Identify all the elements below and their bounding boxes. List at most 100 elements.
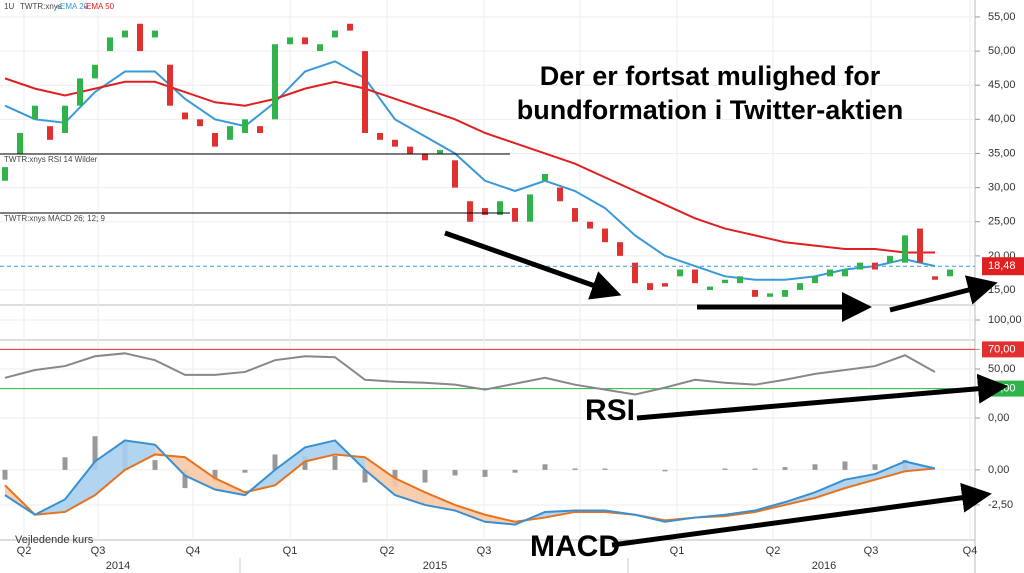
candle xyxy=(647,283,653,290)
candle xyxy=(347,23,353,31)
y-tick-label: 0,00 xyxy=(988,412,1009,424)
signal-line xyxy=(4,453,936,523)
symbol: TWTR:xnys xyxy=(20,2,62,11)
quarter-label: Q3 xyxy=(477,545,492,557)
candle xyxy=(602,228,608,243)
arrow xyxy=(889,275,998,313)
candle xyxy=(317,44,323,52)
quarter-label: Q1 xyxy=(670,545,685,557)
arrow xyxy=(636,373,1008,421)
macd-line xyxy=(4,439,936,526)
candle xyxy=(887,255,893,263)
candle xyxy=(737,276,743,284)
annotation: RSI xyxy=(585,394,635,427)
quarter-label: Q2 xyxy=(17,545,32,557)
histogram-bar xyxy=(62,457,68,470)
candle xyxy=(692,269,698,284)
candle xyxy=(482,208,488,215)
candle xyxy=(32,105,38,120)
candle xyxy=(782,289,788,297)
quarter-label: Q1 xyxy=(283,545,298,557)
panel-title: TWTR:xnys RSI 14 Wilder xyxy=(4,155,98,164)
arrows xyxy=(444,230,1008,548)
last-price-label: 18,48 xyxy=(988,260,1016,272)
candle xyxy=(122,30,128,38)
ema-line xyxy=(4,77,935,254)
candle xyxy=(422,153,428,161)
candle xyxy=(542,173,548,181)
histogram-bar xyxy=(302,455,308,470)
candle xyxy=(62,105,68,133)
candle xyxy=(167,64,173,106)
candle xyxy=(227,126,233,140)
macd-fill xyxy=(95,440,125,496)
candle xyxy=(662,283,668,287)
candle xyxy=(707,286,713,290)
y-tick-label: -2,50 xyxy=(988,499,1013,511)
quarter-label: Q3 xyxy=(91,545,106,557)
panel-title: TWTR:xnys MACD 26; 12; 9 xyxy=(4,214,105,223)
histogram-bar xyxy=(332,455,338,470)
candle xyxy=(392,139,398,147)
histogram-bar xyxy=(842,461,848,470)
y-tick-label: 25,00 xyxy=(988,216,1016,228)
y-tick-label: 35,00 xyxy=(988,147,1016,159)
tick-badge xyxy=(982,341,1024,358)
candle xyxy=(947,269,953,277)
candle xyxy=(107,37,113,52)
macd-fill xyxy=(365,457,395,496)
year-label: 2016 xyxy=(812,560,836,572)
y-tick-label: 50,00 xyxy=(988,363,1016,375)
annotation: MACD xyxy=(530,530,620,563)
macd-fill xyxy=(875,461,905,480)
quarter-label: Q4 xyxy=(963,545,978,557)
candle xyxy=(212,132,218,147)
histogram-bar xyxy=(212,469,218,482)
candle xyxy=(572,208,578,222)
candle xyxy=(722,279,728,284)
candle xyxy=(512,208,518,222)
candle xyxy=(827,269,833,277)
histogram-bar xyxy=(482,469,488,477)
histogram-bar xyxy=(782,467,788,470)
candle xyxy=(812,276,818,284)
headline: bundformation i Twitter-aktien xyxy=(517,95,904,125)
candle xyxy=(857,262,863,270)
candle xyxy=(902,235,908,263)
ema-line xyxy=(4,60,936,281)
y-tick-label: 55,00 xyxy=(988,11,1016,23)
candle xyxy=(617,242,623,256)
footer: Vejledende kurs xyxy=(15,534,94,546)
candle xyxy=(47,126,53,140)
histogram-bar xyxy=(722,468,728,470)
candle xyxy=(767,293,773,297)
y-tick-label: 45,00 xyxy=(988,79,1016,91)
quarter-label: Q2 xyxy=(380,545,395,557)
year-label: 2015 xyxy=(423,560,447,572)
histogram-bar xyxy=(182,469,188,489)
candle xyxy=(197,119,203,127)
histogram-bar xyxy=(752,468,758,470)
candle xyxy=(137,23,143,52)
last-price-badge xyxy=(982,257,1024,276)
candle xyxy=(302,37,308,45)
headline: Der er fortsat mulighed for xyxy=(540,61,881,91)
candle xyxy=(2,167,8,181)
quarter-label: Q3 xyxy=(864,545,879,557)
quarter-label: Q4 xyxy=(186,545,201,557)
y-tick-label: 0,00 xyxy=(988,464,1009,476)
histogram-bar xyxy=(512,469,518,473)
candle xyxy=(632,262,638,284)
macd-fill xyxy=(815,479,845,498)
rsi-line xyxy=(4,352,936,396)
macd-fill xyxy=(125,440,155,470)
candle xyxy=(92,64,98,79)
histogram-bar xyxy=(542,464,548,470)
candle xyxy=(17,132,23,154)
candle xyxy=(527,194,533,222)
candle xyxy=(677,269,683,277)
y-tick-label: 50,00 xyxy=(988,45,1016,57)
candle xyxy=(332,30,338,38)
interval: 1U xyxy=(4,2,14,11)
